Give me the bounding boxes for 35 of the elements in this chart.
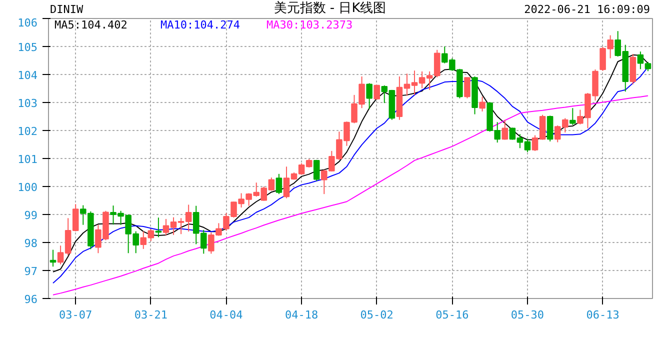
y-tick-label: 101 (18, 153, 38, 166)
y-tick-label: 96 (24, 293, 38, 306)
candlestick (313, 159, 320, 182)
y-tick-label: 103 (18, 97, 38, 110)
x-tick-label: 06-13 (586, 308, 620, 322)
x-tick-label: 05-16 (436, 308, 469, 322)
candlestick (366, 82, 372, 110)
y-tick-label: 104 (18, 69, 38, 82)
candlestick (570, 108, 576, 126)
y-tick-label: 98 (24, 237, 38, 250)
x-tick-label: 03-21 (134, 308, 168, 322)
text: MA10:104.274 (160, 18, 240, 32)
candlestick (276, 173, 282, 195)
text: MA30:103.2373 (266, 18, 353, 32)
y-tick-label: 99 (24, 209, 38, 222)
candlestick (50, 249, 56, 268)
x-tick-label: 05-02 (360, 308, 394, 322)
x-tick-label: 04-04 (210, 308, 244, 322)
y-tick-label: 100 (18, 181, 38, 194)
x-tick-label: 03-07 (59, 308, 92, 322)
candlestick (479, 96, 486, 112)
text: MA5:104.402 (54, 18, 128, 32)
candlestick (546, 115, 554, 142)
x-tick-label: 04-18 (284, 308, 318, 322)
chart-title: 美元指数 - 日K线图 (274, 0, 386, 18)
line-series (52, 95, 648, 296)
text: DINIW (50, 2, 84, 18)
x-tick-label: 05-30 (510, 308, 544, 322)
candlestick (502, 119, 508, 140)
y-tick-label: 105 (18, 41, 38, 54)
y-tick-label: 102 (18, 125, 38, 138)
y-tick-label: 106 (18, 16, 38, 30)
y-tick-label: 97 (24, 265, 38, 278)
candlestick (464, 77, 470, 99)
text: 2022-06-21 16:09:09 (524, 2, 650, 18)
